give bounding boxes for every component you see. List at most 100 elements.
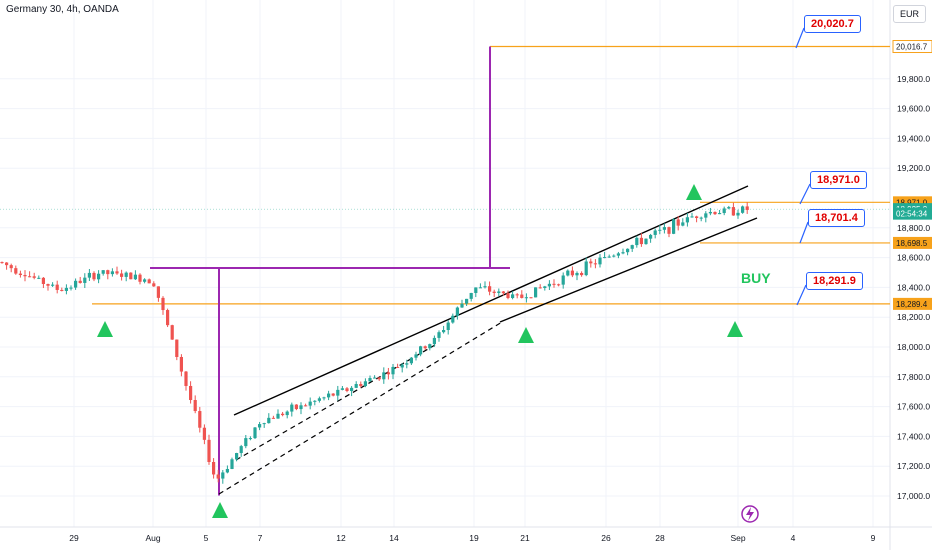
candle-body: [483, 286, 487, 288]
candle-body: [377, 377, 381, 380]
candle-body: [175, 339, 179, 357]
currency-button[interactable]: EUR: [892, 5, 926, 23]
candle-body: [225, 468, 229, 473]
callout-pointer: [795, 27, 805, 49]
candle-body: [147, 279, 151, 284]
candle-body: [281, 413, 285, 416]
buy-arrow-marker: [727, 321, 743, 337]
candle-body: [9, 265, 13, 269]
candle-body: [294, 404, 298, 410]
candle-body: [336, 389, 340, 396]
candle-body: [363, 381, 367, 387]
candle-body: [276, 413, 280, 419]
candle-body: [87, 272, 91, 278]
lightning-icon-ring: [741, 505, 759, 523]
candle-body: [198, 411, 202, 428]
candle-body: [423, 346, 427, 349]
candle-body: [161, 297, 165, 311]
candle-body: [152, 283, 156, 287]
candle-body: [285, 411, 289, 416]
candle-body: [327, 393, 331, 398]
candle-body: [612, 255, 616, 257]
candle-body: [0, 262, 4, 264]
callout-18971: 18,971.0: [810, 171, 867, 189]
candle-body: [248, 438, 252, 440]
candle-body: [138, 274, 142, 282]
candle-body: [676, 219, 680, 226]
candle-body: [736, 212, 740, 216]
candle-body: [644, 238, 648, 245]
price-label-text: 02:54:34: [896, 210, 928, 219]
candle-body: [46, 284, 50, 286]
candle-body: [396, 366, 400, 368]
candle-body: [106, 270, 110, 275]
candle-body: [143, 279, 147, 282]
candle-body: [101, 270, 105, 274]
candle-body: [520, 294, 524, 298]
candle-body: [78, 280, 82, 283]
y-tick-label: 18,200.0: [897, 312, 930, 322]
candle-body: [529, 297, 533, 299]
candle-body: [699, 217, 703, 219]
candle-body: [216, 474, 220, 479]
candle-body: [662, 227, 666, 230]
candle-body: [304, 405, 308, 407]
candle-body: [570, 270, 574, 276]
candle-body: [28, 276, 32, 278]
candle-body: [524, 297, 528, 299]
candle-body: [626, 248, 630, 253]
candle-body: [166, 310, 170, 326]
callout-pointer: [799, 221, 809, 244]
x-tick-label: Sep: [730, 533, 745, 543]
candle-body: [557, 284, 561, 286]
candle-body: [391, 366, 395, 375]
candle-body: [170, 325, 174, 340]
candle-body: [129, 272, 133, 280]
y-tick-label: 17,600.0: [897, 402, 930, 412]
x-tick-label: 19: [469, 533, 479, 543]
candle-body: [267, 417, 271, 424]
buy-arrow-marker: [686, 184, 702, 200]
x-tick-label: 7: [258, 533, 263, 543]
candle-body: [511, 294, 515, 299]
candle-body: [432, 337, 436, 345]
candle-body: [658, 229, 662, 231]
callout-pointer: [796, 284, 807, 306]
candle-body: [409, 357, 413, 364]
candle-body: [649, 234, 653, 239]
channel-lower-line: [499, 217, 758, 323]
y-tick-label: 17,800.0: [897, 372, 930, 382]
y-tick-label: 18,000.0: [897, 342, 930, 352]
candle-body: [41, 277, 45, 285]
candle-body: [465, 298, 469, 304]
candle-body: [189, 385, 193, 401]
candle-body: [235, 453, 239, 460]
candle-body: [589, 261, 593, 264]
candle-body: [322, 397, 326, 399]
candle-body: [419, 346, 423, 355]
price-label-box: [893, 236, 932, 249]
candle-body: [83, 277, 87, 283]
candle-body: [616, 253, 620, 256]
candle-body: [18, 273, 22, 276]
candle-body: [368, 378, 372, 382]
candle-body: [667, 227, 671, 234]
candle-body: [290, 404, 294, 412]
candle-body: [497, 291, 501, 293]
candle-body: [635, 237, 639, 246]
candle-body: [115, 271, 119, 274]
candle-body: [708, 211, 712, 214]
lightning-icon-bolt: [746, 507, 754, 521]
candle-body: [69, 287, 73, 289]
price-label-text: 18,289.4: [896, 300, 928, 309]
candle-body: [584, 261, 588, 276]
candle-body: [51, 284, 55, 286]
x-tick-label: 5: [204, 533, 209, 543]
candle-body: [695, 216, 699, 219]
callout-pointer: [799, 183, 811, 205]
candle-body: [639, 237, 643, 245]
candle-body: [133, 274, 137, 280]
candle-body: [672, 219, 676, 234]
candle-body: [308, 401, 312, 406]
